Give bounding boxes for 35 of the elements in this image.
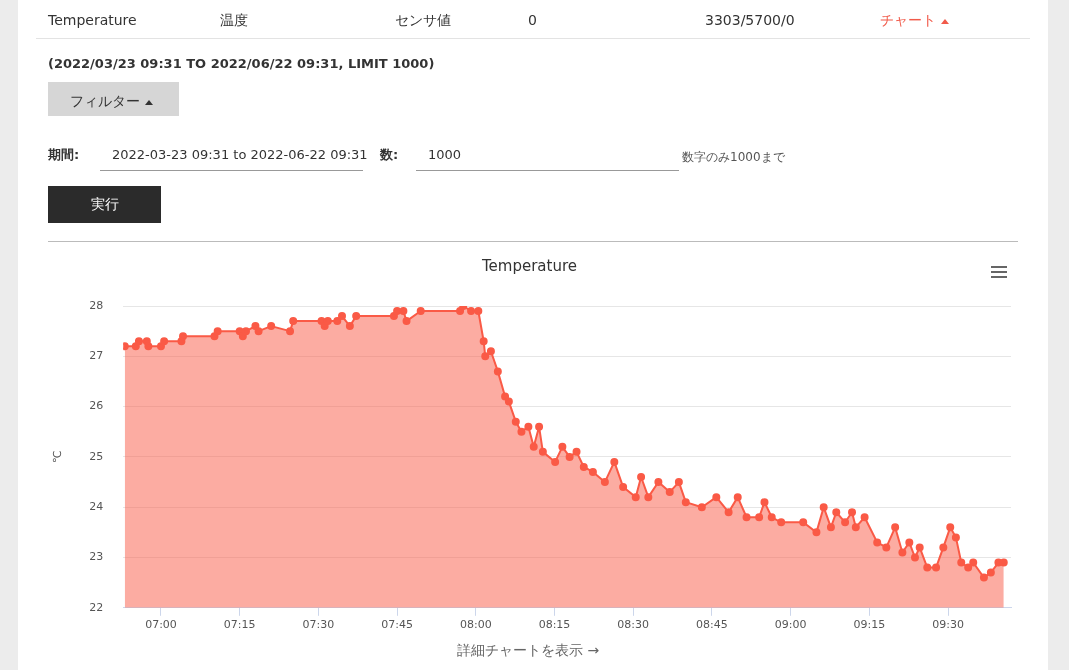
text: (2022/03/23 09:31 TO 2022/06/22 09:31, LIMIT 1000): [48, 56, 435, 71]
y-axis-title: ℃: [51, 450, 65, 464]
y-tick-label: 24: [89, 500, 104, 514]
text: 数:: [380, 147, 399, 162]
x-tick-label: 07:15: [223, 618, 256, 632]
x-tick-label: 08:00: [459, 618, 492, 632]
text: 1000: [428, 147, 462, 162]
x-tick-label: 09:30: [932, 618, 964, 632]
x-tick-label: 08:30: [617, 618, 650, 632]
text: 2022-03-23 09:31 to 2022-06-22 09:31: [112, 147, 368, 162]
x-tick-label: 07:30: [302, 618, 335, 632]
y-tick-label: 22: [89, 600, 104, 614]
text: Temperature: [48, 12, 137, 28]
x-tick-label: 09:00: [774, 618, 807, 632]
text: 温度: [220, 12, 248, 28]
x-tick-label: 09:15: [853, 618, 886, 632]
text: 0: [528, 12, 537, 28]
x-tick-label: 07:00: [145, 618, 177, 632]
text: 実行: [90, 196, 119, 212]
x-tick-label: 07:45: [381, 618, 413, 632]
text: 3303/5700/0: [705, 12, 795, 28]
text: センサ値: [395, 12, 451, 28]
text: 詳細チャートを表示 →: [457, 642, 600, 658]
y-tick-label: 25: [89, 449, 104, 463]
y-tick-label: 27: [89, 349, 104, 363]
y-tick-label: 28: [89, 298, 104, 312]
text: フィルター: [70, 93, 140, 109]
y-tick-label: 23: [89, 550, 104, 564]
chart-title: Temperature: [480, 256, 578, 275]
x-tick-label: 08:45: [696, 618, 728, 632]
y-tick-label: 26: [89, 399, 104, 413]
x-tick-label: 08:15: [538, 618, 571, 632]
text: チャート: [880, 12, 936, 28]
text: 期間:: [48, 147, 80, 162]
text: 数字のみ1000まで: [682, 150, 785, 164]
